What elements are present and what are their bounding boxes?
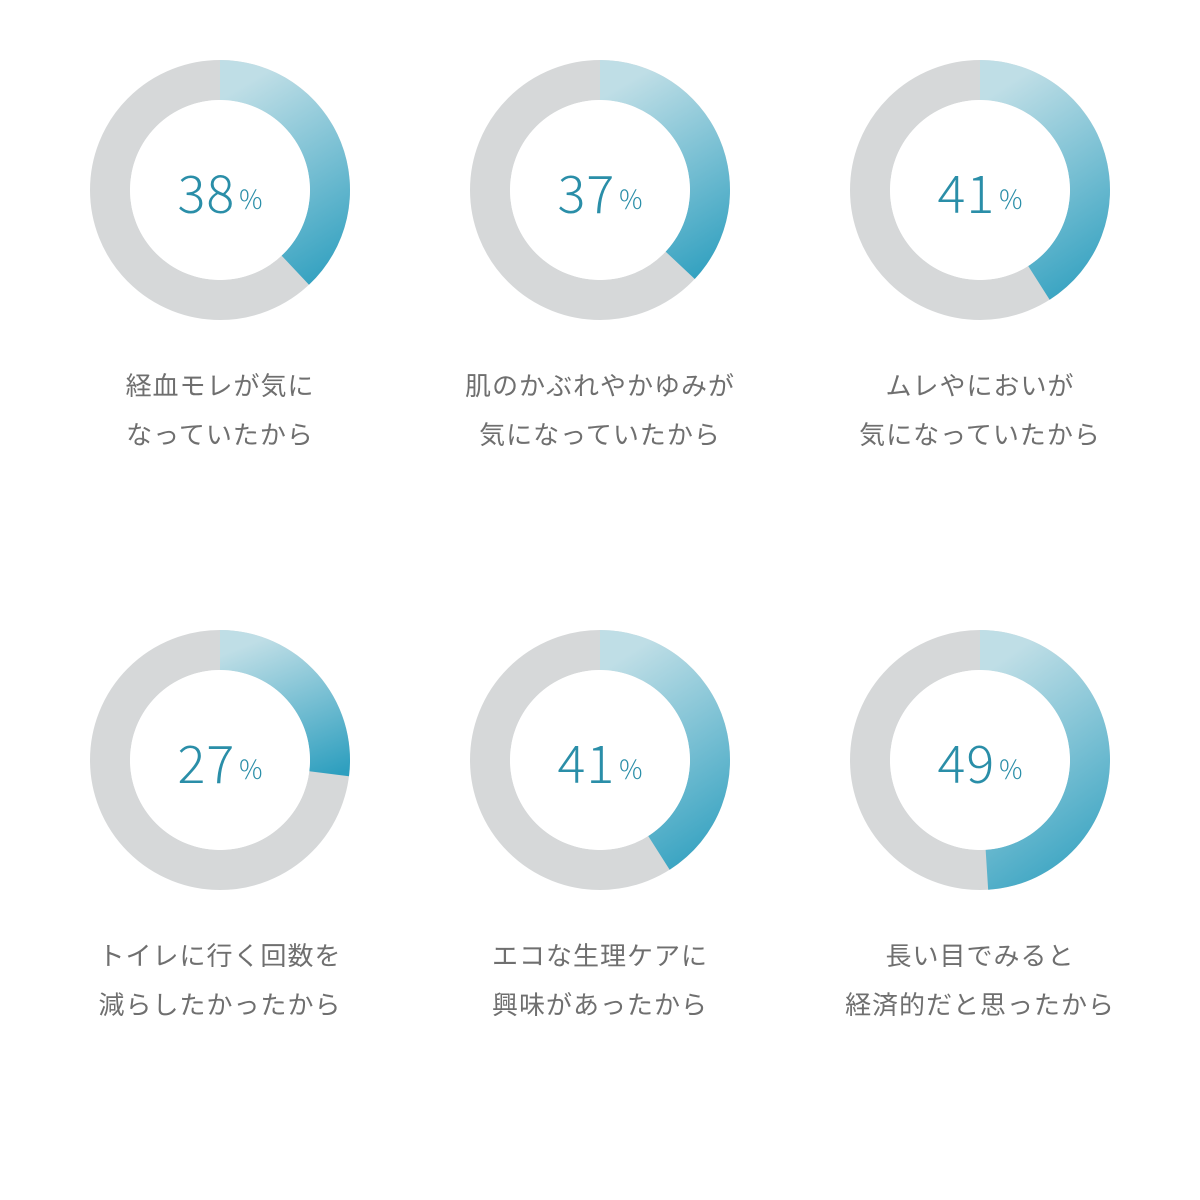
caption-line: ムレやにおいが [859,360,1101,409]
caption-line: トイレに行く回数を [98,930,341,979]
caption-line: 経血モレが気に [125,360,314,409]
donut-chart: 37% [470,60,730,320]
donut-caption: 経血モレが気になっていたから [125,360,314,459]
percent-sign: % [239,180,262,217]
donut-chart: 49% [850,630,1110,890]
donut-caption: 長い目でみると経済的だと思ったから [845,930,1115,1029]
percent-value: 49 [938,723,996,798]
percent-value: 41 [938,153,996,228]
percent-sign: % [239,750,262,787]
percent-value: 38 [178,153,236,228]
donut-center-label: 41% [850,60,1110,320]
donut-center-label: 49% [850,630,1110,890]
percent-sign: % [619,750,642,787]
caption-line: 気になっていたから [859,409,1101,458]
caption-line: 肌のかぶれやかゆみが [465,360,735,409]
donut-cell: 27% トイレに行く回数を減らしたかったから [40,630,400,1160]
caption-line: 長い目でみると [845,930,1115,979]
donut-cell: 38% 経血モレが気になっていたから [40,60,400,590]
donut-cell: 41% エコな生理ケアに興味があったから [420,630,780,1160]
caption-line: 減らしたかったから [98,979,341,1028]
caption-line: なっていたから [125,409,314,458]
percent-sign: % [619,180,642,217]
percent-sign: % [999,750,1022,787]
percent-sign: % [999,180,1022,217]
donut-chart: 27% [90,630,350,890]
donut-center-label: 41% [470,630,730,890]
donut-cell: 49% 長い目でみると経済的だと思ったから [800,630,1160,1160]
donut-chart: 38% [90,60,350,320]
percent-value: 27 [178,723,236,798]
donut-caption: エコな生理ケアに興味があったから [492,930,708,1029]
donut-cell: 41% ムレやにおいが気になっていたから [800,60,1160,590]
caption-line: エコな生理ケアに [492,930,708,979]
donut-caption: 肌のかぶれやかゆみが気になっていたから [465,360,735,459]
donut-center-label: 38% [90,60,350,320]
donut-center-label: 37% [470,60,730,320]
donut-caption: ムレやにおいが気になっていたから [859,360,1101,459]
donut-center-label: 27% [90,630,350,890]
caption-line: 興味があったから [492,979,708,1028]
percent-value: 41 [558,723,616,798]
donut-grid: 38%経血モレが気になっていたから37%肌のかぶれやかゆみが気になっていたから4… [0,0,1200,1200]
donut-cell: 37% 肌のかぶれやかゆみが気になっていたから [420,60,780,590]
caption-line: 経済的だと思ったから [845,979,1115,1028]
donut-chart: 41% [470,630,730,890]
caption-line: 気になっていたから [465,409,735,458]
donut-caption: トイレに行く回数を減らしたかったから [98,930,341,1029]
percent-value: 37 [558,153,616,228]
donut-chart: 41% [850,60,1110,320]
